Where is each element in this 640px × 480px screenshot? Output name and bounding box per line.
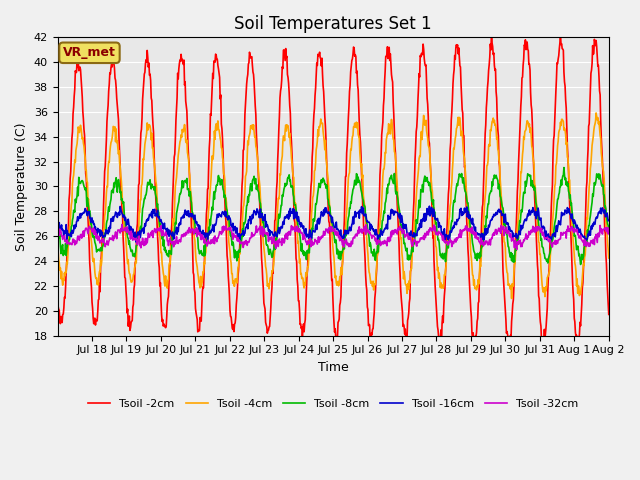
Tsoil -4cm [586, 166, 594, 171]
Tsoil -16cm [379, 229, 387, 235]
Tsoil -4cm [378, 185, 386, 191]
Tsoil -4cm [54, 244, 61, 250]
Tsoil -16cm [426, 204, 433, 209]
Tsoil -16cm [605, 217, 612, 223]
Tsoil -32cm [605, 225, 612, 231]
Tsoil -32cm [157, 228, 164, 233]
Tsoil -8cm [54, 231, 61, 237]
Tsoil -16cm [579, 233, 586, 239]
Tsoil -2cm [575, 347, 582, 352]
Y-axis label: Soil Temperature (C): Soil Temperature (C) [15, 122, 28, 251]
Tsoil -32cm [54, 229, 61, 235]
Tsoil -2cm [579, 285, 586, 291]
Text: VR_met: VR_met [63, 46, 116, 60]
Line: Tsoil -32cm: Tsoil -32cm [58, 225, 609, 250]
Tsoil -8cm [587, 208, 595, 214]
Tsoil -2cm [80, 127, 88, 132]
Tsoil -32cm [118, 222, 125, 228]
Tsoil -4cm [605, 255, 612, 261]
Tsoil -16cm [132, 240, 140, 245]
Title: Soil Temperatures Set 1: Soil Temperatures Set 1 [234, 15, 432, 33]
Tsoil -4cm [578, 283, 586, 288]
Tsoil -4cm [508, 296, 515, 301]
Line: Tsoil -16cm: Tsoil -16cm [58, 206, 609, 242]
Tsoil -2cm [156, 283, 164, 289]
Tsoil -32cm [379, 241, 387, 247]
Tsoil -32cm [513, 247, 520, 252]
Tsoil -4cm [282, 128, 290, 134]
Tsoil -8cm [579, 256, 586, 262]
Line: Tsoil -8cm: Tsoil -8cm [58, 168, 609, 264]
Tsoil -32cm [579, 238, 586, 244]
Tsoil -32cm [587, 238, 595, 243]
Tsoil -8cm [80, 183, 88, 189]
Tsoil -16cm [80, 210, 88, 216]
Tsoil -8cm [282, 181, 290, 187]
Tsoil -2cm [587, 70, 595, 76]
Tsoil -16cm [283, 212, 291, 218]
Tsoil -2cm [282, 55, 290, 61]
Tsoil -32cm [283, 233, 291, 239]
Legend: Tsoil -2cm, Tsoil -4cm, Tsoil -8cm, Tsoil -16cm, Tsoil -32cm: Tsoil -2cm, Tsoil -4cm, Tsoil -8cm, Tsoi… [84, 395, 582, 414]
Tsoil -2cm [378, 125, 386, 131]
Tsoil -16cm [54, 223, 61, 229]
Tsoil -8cm [156, 224, 164, 230]
Tsoil -8cm [378, 218, 386, 224]
Tsoil -16cm [587, 225, 595, 230]
Tsoil -4cm [592, 110, 600, 116]
Tsoil -8cm [577, 262, 584, 267]
Tsoil -2cm [54, 293, 61, 299]
Line: Tsoil -4cm: Tsoil -4cm [58, 113, 609, 299]
Tsoil -4cm [156, 233, 164, 239]
Tsoil -16cm [157, 217, 164, 223]
Tsoil -8cm [605, 228, 612, 234]
Tsoil -32cm [80, 234, 88, 240]
Tsoil -4cm [80, 144, 88, 149]
Tsoil -2cm [605, 312, 612, 317]
X-axis label: Time: Time [318, 361, 349, 374]
Tsoil -2cm [488, 30, 495, 36]
Tsoil -8cm [560, 165, 568, 170]
Line: Tsoil -2cm: Tsoil -2cm [58, 33, 609, 349]
